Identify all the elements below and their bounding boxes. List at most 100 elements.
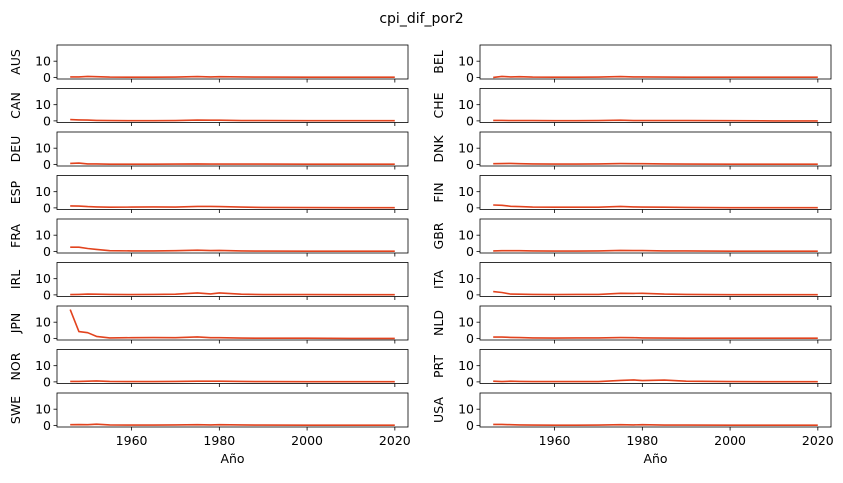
panel-nor: 010 NOR: [8, 349, 409, 389]
y-tick-label-fra-0: 0: [43, 244, 51, 259]
axes-frame-bel: [479, 44, 832, 80]
panel-label-jpn: JPN: [8, 313, 23, 335]
y-tick-label-prt-0: 0: [466, 374, 474, 389]
panel-nld: 010 NLD: [431, 305, 832, 346]
axes-frame-swe: [56, 392, 409, 428]
panel-label-aus: AUS: [8, 49, 23, 75]
series-line-ita: [493, 290, 818, 296]
y-tick-label-dnk-10: 10: [458, 141, 474, 156]
y-tick-label-deu-0: 0: [43, 157, 51, 172]
axes-frame-esp: [56, 175, 409, 210]
panel-fin: 010 FIN: [431, 175, 832, 215]
series-line-swe: [70, 423, 395, 427]
x-tick-label-swe-1980: 1980: [203, 433, 235, 448]
y-tick-label-ita-10: 10: [458, 271, 474, 286]
x-tick-label-usa-1980: 1980: [626, 433, 658, 448]
series-line-fra: [70, 246, 395, 252]
series-line-dnk: [493, 162, 818, 165]
axes-frame-gbr: [479, 218, 832, 254]
y-tick-label-usa-10: 10: [458, 402, 474, 417]
y-tick-label-aus-10: 10: [35, 54, 51, 69]
axes-frame-prt: [479, 349, 832, 384]
y-tick-label-fin-10: 10: [458, 184, 474, 199]
panel-dnk: 010 DNK: [431, 131, 832, 172]
y-tick-label-bel-10: 10: [458, 54, 474, 69]
series-line-aus: [70, 75, 395, 78]
series-line-che: [493, 119, 818, 122]
axes-frame-dnk: [479, 131, 832, 167]
panel-aus: 010 AUS: [8, 44, 409, 85]
panel-label-bel: BEL: [431, 50, 446, 73]
y-tick-label-jpn-10: 10: [35, 315, 51, 330]
panel-label-ita: ITA: [431, 270, 446, 289]
y-tick-label-irl-10: 10: [35, 271, 51, 286]
y-tick-label-fin-0: 0: [466, 200, 474, 215]
y-tick-label-usa-0: 0: [466, 418, 474, 433]
y-tick-label-esp-10: 10: [35, 184, 51, 199]
panel-ita: 010 ITA: [431, 262, 832, 302]
axes-frame-ita: [479, 262, 832, 297]
x-tick-label-swe-1960: 1960: [116, 433, 148, 448]
panel-fra: 010 FRA: [8, 218, 409, 259]
y-tick-label-aus-0: 0: [43, 70, 51, 85]
axes-frame-irl: [56, 262, 409, 297]
y-tick-label-swe-0: 0: [43, 418, 51, 433]
axes-frame-fin: [479, 175, 832, 210]
panel-label-gbr: GBR: [431, 222, 446, 249]
y-tick-label-nld-10: 10: [458, 315, 474, 330]
panel-gbr: 010 GBR: [431, 218, 832, 259]
y-tick-label-gbr-0: 0: [466, 244, 474, 259]
panel-che: 010 CHE: [431, 88, 832, 128]
panel-jpn: 010 JPN: [8, 305, 409, 346]
x-tick-label-swe-2020: 2020: [379, 433, 411, 448]
y-tick-label-che-10: 10: [458, 97, 474, 112]
series-line-irl: [70, 292, 395, 296]
y-tick-label-che-0: 0: [466, 113, 474, 128]
axes-frame-jpn: [56, 305, 409, 341]
y-tick-label-prt-10: 10: [458, 358, 474, 373]
x-tick-label-usa-1960: 1960: [539, 433, 571, 448]
y-tick-label-nor-10: 10: [35, 358, 51, 373]
axes-frame-usa: [479, 392, 832, 428]
panel-label-irl: IRL: [8, 270, 23, 289]
y-tick-label-can-0: 0: [43, 113, 51, 128]
axes-frame-nld: [479, 305, 832, 341]
y-tick-label-jpn-0: 0: [43, 331, 51, 346]
y-tick-label-nor-0: 0: [43, 374, 51, 389]
subplot-grid: 010AUS010BEL010CAN010CHE010DEU010DNK010E…: [8, 44, 834, 466]
y-tick-label-ita-0: 0: [466, 287, 474, 302]
axes-frame-nor: [56, 349, 409, 384]
panel-deu: 010 DEU: [8, 131, 409, 172]
series-line-esp: [70, 205, 395, 209]
y-tick-label-bel-0: 0: [466, 70, 474, 85]
panel-can: 010 CAN: [8, 88, 409, 128]
panel-bel: 010 BEL: [431, 44, 832, 85]
y-tick-label-fra-10: 10: [35, 228, 51, 243]
series-line-nor: [70, 380, 395, 383]
series-line-gbr: [493, 249, 818, 252]
panel-label-can: CAN: [8, 92, 23, 119]
panel-label-fin: FIN: [431, 182, 446, 202]
series-line-bel: [493, 75, 818, 79]
panel-label-usa: USA: [431, 397, 446, 423]
series-line-deu: [70, 162, 395, 165]
y-tick-label-swe-10: 10: [35, 402, 51, 417]
panel-label-che: CHE: [431, 92, 446, 118]
axes-frame-can: [56, 88, 409, 123]
x-tick-label-usa-2020: 2020: [802, 433, 834, 448]
panel-label-deu: DEU: [8, 136, 23, 163]
x-tick-label-swe-2000: 2000: [291, 433, 323, 448]
panel-label-dnk: DNK: [431, 135, 446, 163]
panel-usa: 010 1960 1980 2000 2020 USA Año: [431, 392, 834, 466]
y-tick-label-irl-0: 0: [43, 287, 51, 302]
panel-prt: 010 PRT: [431, 349, 832, 389]
chart-title: cpi_dif_por2: [379, 11, 463, 27]
axes-frame-aus: [56, 44, 409, 80]
y-tick-label-can-10: 10: [35, 97, 51, 112]
panel-label-esp: ESP: [8, 180, 23, 204]
axes-frame-che: [479, 88, 832, 123]
y-tick-label-esp-0: 0: [43, 200, 51, 215]
series-line-jpn: [69, 309, 395, 340]
y-tick-label-dnk-0: 0: [466, 157, 474, 172]
